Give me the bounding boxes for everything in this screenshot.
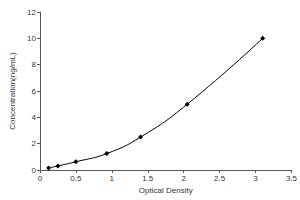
svg-text:2: 2 [32, 139, 37, 148]
svg-text:1: 1 [110, 174, 115, 183]
svg-text:8: 8 [32, 60, 37, 69]
svg-text:1.5: 1.5 [142, 174, 154, 183]
svg-text:12: 12 [27, 8, 36, 17]
svg-text:3: 3 [253, 174, 258, 183]
svg-text:2.5: 2.5 [214, 174, 226, 183]
svg-text:4: 4 [32, 113, 37, 122]
svg-text:2: 2 [181, 174, 186, 183]
svg-text:0.5: 0.5 [70, 174, 82, 183]
svg-text:3.5: 3.5 [286, 174, 298, 183]
svg-text:6: 6 [32, 87, 37, 96]
svg-text:0: 0 [32, 166, 37, 175]
svg-text:0: 0 [38, 174, 43, 183]
svg-text:Concentration(ng/mL): Concentration(ng/mL) [8, 52, 17, 130]
svg-text:10: 10 [27, 34, 36, 43]
svg-text:Optical Density: Optical Density [139, 186, 193, 195]
